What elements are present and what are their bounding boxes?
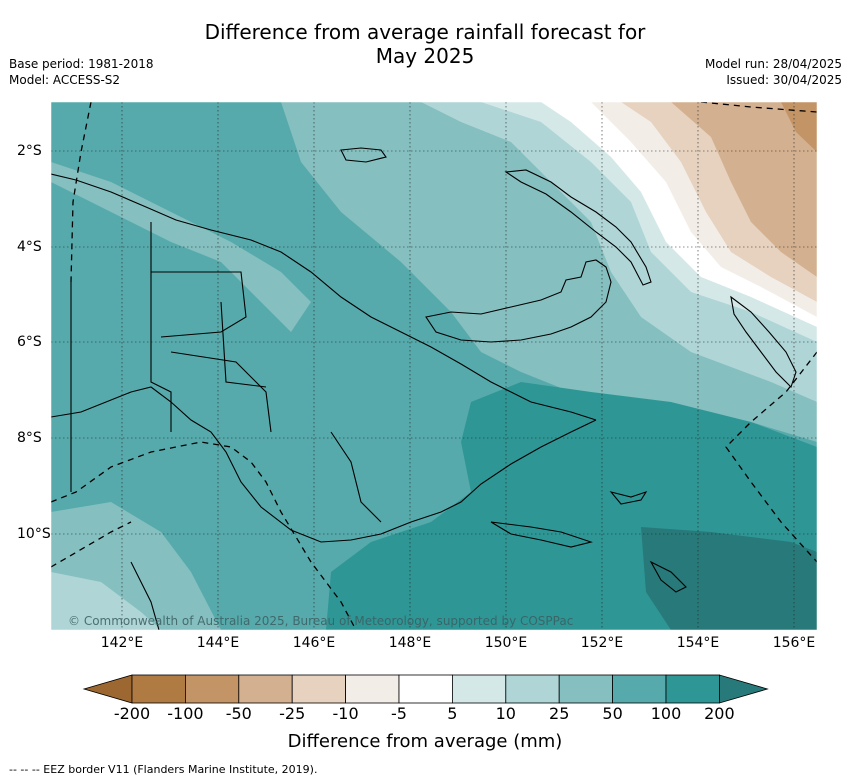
colorbar-cell [398,674,453,704]
eez-east [725,351,817,563]
south-coastline [51,386,597,543]
map-title: Difference from average rainfall forecas… [0,20,850,68]
colorbar-tick-label: -25 [279,704,306,723]
model-text: Model: ACCESS-S2 [9,73,121,87]
colorbar-cell [451,674,507,704]
colorbar-cell [665,674,720,704]
colorbar-cell [505,674,560,704]
manus-coast [340,147,387,163]
colorbar-tick-label: 50 [602,704,623,723]
province-border-1 [151,271,247,338]
north-coastline [51,173,597,421]
title-line-1: Difference from average rainfall forecas… [204,20,646,44]
colorbar-tick-label: -5 [391,704,407,723]
lat-label-4s: 4°S [17,239,42,255]
base-period-text: Base period: 1981-2018 [9,57,154,71]
coastlines [51,147,797,630]
lon-label-144e: 144°E [196,635,240,651]
colorbar-tick-label: 5 [447,704,458,723]
province-border-4 [220,301,267,388]
zone-10-25-southwest [51,572,161,630]
issued-text: Issued: 30/04/2025 [726,73,842,87]
new-ireland-coast [504,169,652,286]
zone-minus-25-50 [671,102,817,277]
colorbar-tick-label: -10 [332,704,359,723]
lon-label-146e: 146°E [292,635,336,651]
rossel-island [649,560,687,593]
colorbar-extend-high [719,674,769,704]
colorbar-tick-label: -200 [113,704,151,723]
new-britain-coast [425,259,612,343]
colorbar-cell [131,674,186,704]
colorbar [80,672,770,706]
title-line-2: May 2025 [375,44,475,68]
zone-minus-50-100 [781,102,817,152]
lat-label-6s: 6°S [17,334,42,350]
province-border-2 [170,351,272,433]
lat-label-8s: 8°S [17,430,42,446]
lon-label-150e: 150°E [484,635,528,651]
colorbar-tick-label: -50 [225,704,252,723]
bougainville-coast [730,295,797,389]
meta-left: Base period: 1981-2018 Model: ACCESS-S2 [9,56,154,88]
graticule [51,102,817,630]
milne-bay-islands [609,490,648,505]
lat-label-10s: 10°S [17,526,51,542]
model-run-text: Model run: 28/04/2025 [704,57,842,71]
zone-25-50-west [51,162,311,332]
colorbar-cell [238,674,293,704]
zone-over-200 [641,527,817,630]
lon-label-156e: 156°E [772,635,816,651]
lon-label-154e: 154°E [676,635,720,651]
lon-label-142e: 142°E [100,635,144,651]
dentrecasteaux-islands [490,521,593,548]
colorbar-cell [612,674,667,704]
colorbar-tick-label: 25 [549,704,570,723]
eez-north [700,102,817,113]
colorbar-cell [345,674,400,704]
map-credit: © Commonwealth of Australia 2025, Bureau… [68,614,574,628]
colorbar-cell [558,674,614,704]
border-png-indonesia [150,222,172,432]
colorbar-cell [291,674,346,704]
colorbar-extend-low [82,674,133,704]
lon-label-148e: 148°E [388,635,432,651]
province-border-3 [330,431,382,523]
colorbar-svg [82,674,769,704]
colorbar-cell [185,674,240,704]
map-svg [50,101,818,631]
meta-right: Model run: 28/04/2025 Issued: 30/04/2025 [705,56,842,88]
lat-label-2s: 2°S [17,143,42,159]
eez-borders [51,102,817,630]
eez-footnote: -- -- -- EEZ border V11 (Flanders Marine… [9,763,318,776]
eez-coral-sea [51,441,357,630]
lon-label-152e: 152°E [580,635,624,651]
colorbar-tick-label: 100 [650,704,682,723]
colorbar-tick-label: -100 [167,704,204,723]
rainfall-map [50,101,818,631]
cape-york-coast [130,561,160,630]
eez-southwest [51,521,132,568]
colorbar-label: Difference from average (mm) [287,731,563,752]
colorbar-tick-label: 200 [704,704,735,723]
colorbar-tick-label: 10 [495,704,516,723]
eez-west-north [70,102,92,283]
